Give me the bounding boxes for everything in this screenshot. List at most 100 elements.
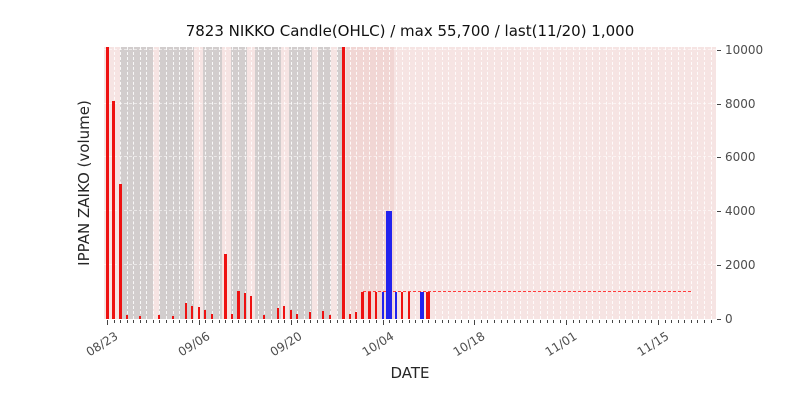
volume-bar [138,315,141,319]
x-tick-minor [139,320,141,323]
gridline-vertical [238,47,240,319]
x-tick-minor [631,320,633,323]
volume-bar [348,313,351,319]
x-tick-minor [146,320,148,323]
y-axis-label: IPPAN ZAIKO (volume) [75,100,93,266]
y-tick-label: 0 [725,312,733,326]
x-tick-minor [362,320,364,323]
gridline-vertical [684,47,686,319]
gridline-vertical [435,47,436,319]
gridline-vertical [421,47,423,319]
gridline-vertical [395,47,397,319]
x-tick-label: 11/15 [634,329,672,360]
x-tick-minor [389,320,391,323]
volume-bar [381,292,384,319]
gridline-vertical [658,47,660,319]
gridline-vertical [159,47,161,319]
x-tick-minor [225,320,227,323]
gridline-vertical [415,47,417,319]
x-tick-minor [415,320,417,323]
x-tick-minor [612,320,614,323]
gridline-vertical [244,47,246,319]
gridline-vertical [579,47,581,319]
x-tick-minor [454,320,456,323]
volume-bar [263,314,266,319]
gridline-vertical [146,47,148,319]
volume-bar [401,292,404,319]
gridline-vertical [605,47,607,319]
volume-bar [341,47,345,319]
gridline-horizontal [104,102,716,104]
volume-bar [236,290,240,319]
gridline-vertical [487,47,489,319]
x-tick-minor [179,320,181,323]
gridline-vertical [428,47,430,319]
gridline-vertical [585,47,587,319]
x-tick-minor [559,320,561,323]
volume-bar [374,292,377,319]
gridline-vertical [284,47,286,319]
x-tick-minor [343,320,345,323]
x-tick-minor [316,320,318,323]
gridline-vertical [697,47,699,319]
gridline-vertical [152,47,154,319]
x-tick-minor [251,320,253,323]
x-tick-minor [428,320,430,323]
gridline-vertical [631,47,633,319]
x-tick-label: 09/20 [267,329,305,360]
gridline-vertical [323,47,325,319]
x-tick-major [658,320,660,325]
x-tick-minor [152,320,154,323]
x-tick-major [107,320,108,325]
gridline-vertical [710,47,712,319]
x-tick-minor [159,320,161,323]
gridline-vertical [664,47,666,319]
x-tick-minor [310,320,312,323]
gridline-vertical [441,47,443,319]
x-tick-minor [402,320,404,323]
gridline-vertical [671,47,673,319]
gridline-vertical [494,47,496,319]
y-tick-mark [717,265,721,267]
x-tick-label: 11/01 [542,329,580,360]
gridline-vertical [225,47,227,319]
x-tick-minor [303,320,305,323]
x-tick-minor [697,320,699,323]
y-tick-mark [717,157,721,159]
gridline-vertical [185,47,187,319]
gridline-vertical [618,47,620,319]
x-tick-minor [507,320,509,323]
gridline-vertical [356,47,358,319]
gridline-vertical [553,47,555,319]
gridline-vertical [546,47,548,319]
x-tick-minor [480,320,482,323]
volume-bar [125,314,128,319]
x-tick-major [198,320,200,325]
x-tick-minor [599,320,600,323]
gridline-vertical [448,47,450,319]
volume-bar [197,306,200,319]
y-tick-mark [717,211,721,213]
x-tick-minor [526,320,528,323]
gridline-vertical [513,47,515,319]
reference-line [362,291,691,293]
gridline-vertical [461,47,463,319]
x-tick-minor [284,320,286,323]
gridline-vertical [316,47,318,319]
gridline-vertical [500,47,502,319]
x-tick-minor [710,320,712,323]
gridline-vertical [474,47,476,319]
gridline-vertical [120,47,122,319]
x-tick-minor [205,320,207,323]
y-tick-mark [717,319,721,320]
volume-bar [283,305,286,319]
volume-bar [394,292,397,319]
x-tick-major [290,320,292,325]
gridline-vertical [408,47,410,319]
x-tick-minor [461,320,463,323]
x-tick-minor [166,320,168,323]
volume-bar [191,305,194,319]
gridline-vertical [467,47,469,319]
gridline-vertical [599,47,600,319]
x-tick-minor [172,320,174,323]
